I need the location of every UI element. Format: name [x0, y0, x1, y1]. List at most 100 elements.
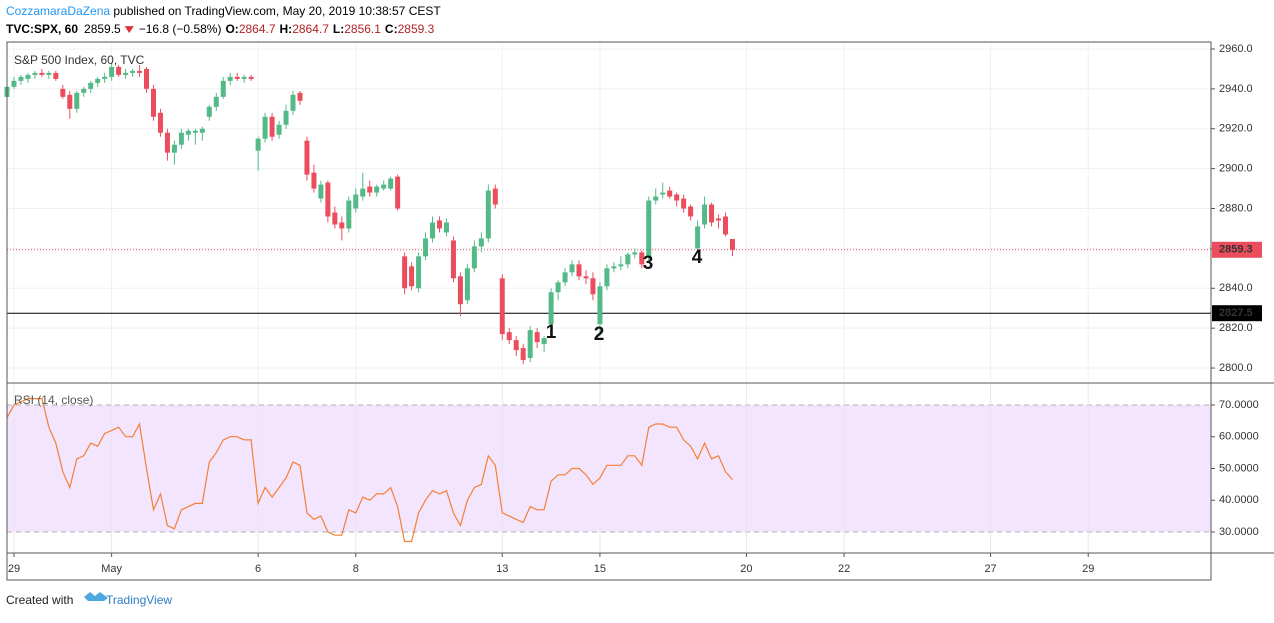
candle-body	[520, 348, 526, 361]
candle-body	[32, 72, 38, 75]
candle-body	[11, 80, 17, 87]
x-tick-label: May	[101, 563, 122, 575]
candle-body	[695, 226, 701, 249]
candle-body	[436, 220, 442, 229]
candle-body	[499, 278, 505, 335]
low: 2856.1	[344, 22, 381, 36]
y-tick-label: 2820.0	[1219, 322, 1253, 334]
open: 2864.7	[239, 22, 276, 36]
candle-body	[339, 222, 345, 229]
candle-body	[234, 76, 240, 79]
candle-body	[450, 240, 456, 279]
candle-body	[53, 72, 59, 79]
y-tick-label: 2840.0	[1219, 282, 1253, 294]
x-tick-label: 13	[496, 563, 508, 575]
price-label-box	[1212, 305, 1262, 322]
candle-body	[423, 238, 429, 257]
candle-body	[150, 88, 156, 117]
y-tick-label: 2880.0	[1219, 202, 1253, 214]
candle-body	[81, 88, 87, 93]
rsi-band	[7, 404, 1211, 532]
candle-body	[534, 332, 540, 343]
footer-created: Created with	[6, 593, 73, 607]
candle-body	[39, 72, 45, 75]
annotation: 1	[546, 322, 557, 343]
candle-body	[660, 192, 666, 195]
y-tick-label: 2960.0	[1219, 43, 1253, 55]
candle-body	[716, 218, 722, 221]
candle-body	[457, 276, 463, 305]
candle-body	[513, 340, 519, 351]
candle-body	[353, 194, 359, 209]
rsi-line	[6, 398, 733, 543]
candle-body	[681, 198, 687, 209]
candle-body	[185, 130, 191, 135]
candle-body	[60, 88, 66, 97]
candle-body	[88, 82, 94, 89]
price-label: 2827.5	[1219, 307, 1253, 319]
price-label: 2859.3	[1219, 244, 1253, 256]
candle-body	[276, 124, 282, 135]
candle-body	[688, 206, 694, 217]
candle-body	[157, 112, 163, 133]
candle-body	[199, 128, 205, 133]
candle-body	[178, 132, 184, 145]
y-tick-label: 2940.0	[1219, 83, 1253, 95]
candle-body	[464, 268, 470, 301]
candle-body	[102, 76, 108, 79]
candle-body	[443, 222, 449, 233]
candle-body	[248, 76, 254, 79]
rsi-tick-label: 50.0000	[1219, 462, 1259, 474]
price-label-box	[1212, 241, 1262, 258]
candle-body	[569, 264, 575, 273]
candle-body	[416, 256, 422, 289]
candle-body	[164, 132, 170, 153]
x-tick-label: 6	[255, 563, 261, 575]
candle-body	[702, 204, 708, 225]
candle-body	[506, 332, 512, 341]
marks: 1 2 3 4	[4, 62, 1211, 543]
candle-body	[541, 338, 547, 345]
candle-body	[144, 68, 150, 89]
candle-body	[192, 130, 198, 133]
y-tick-label: 2920.0	[1219, 123, 1253, 135]
candle-body	[492, 188, 498, 205]
y-tick-label: 2900.0	[1219, 163, 1253, 175]
candle-body	[18, 76, 24, 81]
axes: 29May681315202227292800.02820.02840.0286…	[8, 43, 1262, 575]
candle-body	[381, 184, 387, 189]
candle-body	[527, 330, 533, 359]
candle-body	[206, 106, 212, 117]
candle-body	[171, 144, 177, 153]
candle-body	[653, 196, 659, 201]
rsi-tick-label: 40.0000	[1219, 494, 1259, 506]
candle-body	[67, 94, 73, 109]
annotation: 2	[594, 324, 605, 345]
candle-body	[213, 96, 219, 107]
x-tick-label: 15	[594, 563, 606, 575]
candle-body	[485, 190, 491, 239]
x-tick-label: 8	[353, 563, 359, 575]
candle-body	[395, 176, 401, 209]
chart-title: S&P 500 Index, 60, TVC	[14, 53, 145, 67]
candle-body	[25, 74, 31, 79]
last: 2859.5	[84, 22, 121, 36]
candle-body	[95, 78, 101, 83]
candle-body	[618, 264, 624, 267]
footer-brand[interactable]: TradingView	[106, 593, 172, 607]
candle-body	[367, 186, 373, 193]
x-tick-label: 29	[8, 563, 20, 575]
low-label: L:	[333, 22, 344, 36]
close-label: C:	[385, 22, 398, 36]
candle-body	[130, 70, 136, 73]
open-label: O:	[225, 22, 238, 36]
x-tick-label: 22	[838, 563, 850, 575]
candle-body	[290, 94, 296, 111]
candle-body	[729, 239, 735, 250]
candle-body	[227, 76, 233, 81]
candle-body	[332, 212, 338, 225]
candle-body	[430, 222, 436, 239]
author[interactable]: CozzamaraDaZena	[6, 4, 110, 18]
candle-body	[722, 216, 728, 235]
